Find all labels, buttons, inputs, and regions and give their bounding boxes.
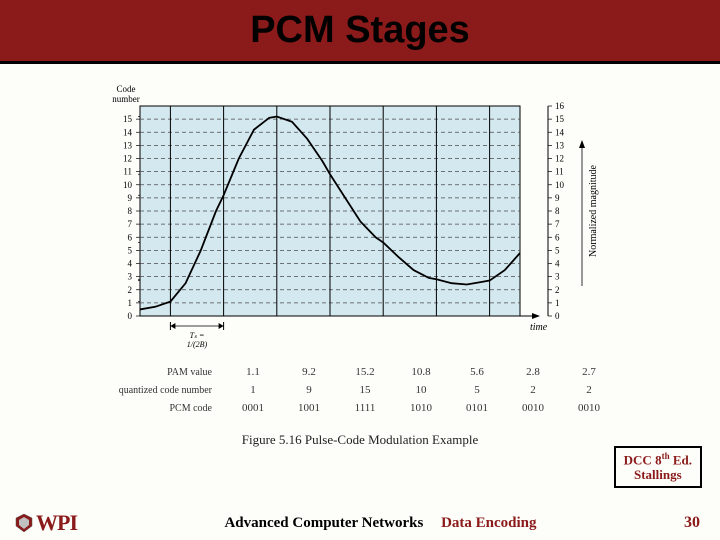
svg-text:11: 11: [123, 167, 132, 177]
svg-text:7: 7: [555, 219, 560, 229]
svg-text:2: 2: [128, 285, 133, 295]
svg-text:Normalized magnitude: Normalized magnitude: [588, 164, 599, 256]
svg-text:15: 15: [555, 114, 565, 124]
data-cell: 2: [506, 382, 560, 398]
svg-text:10: 10: [123, 180, 133, 190]
svg-text:6: 6: [128, 232, 133, 242]
svg-text:3: 3: [128, 272, 133, 282]
svg-text:13: 13: [555, 140, 565, 150]
svg-text:6: 6: [555, 232, 560, 242]
data-cell: 15: [338, 382, 392, 398]
data-cell: 0101: [450, 400, 504, 416]
svg-text:16: 16: [555, 101, 565, 111]
data-cell: 10.8: [394, 364, 448, 380]
data-cell: 1: [226, 382, 280, 398]
row-label: quantized code number: [104, 382, 224, 398]
data-cell: 1.1: [226, 364, 280, 380]
svg-text:2: 2: [555, 285, 560, 295]
svg-text:12: 12: [555, 154, 564, 164]
svg-text:1: 1: [555, 298, 560, 308]
svg-text:12: 12: [123, 154, 132, 164]
title-bar: PCM Stages: [0, 0, 720, 64]
data-cell: 5: [450, 382, 504, 398]
svg-text:14: 14: [555, 127, 565, 137]
topic-name: Data Encoding: [441, 515, 536, 531]
data-cell: 9: [282, 382, 336, 398]
data-cell: 2: [562, 382, 616, 398]
svg-text:4: 4: [555, 259, 560, 269]
data-cell: 1001: [282, 400, 336, 416]
data-cell: 2.7: [562, 364, 616, 380]
data-cell: 15.2: [338, 364, 392, 380]
ref-line1-post: Ed.: [670, 452, 692, 467]
svg-text:1/(2B): 1/(2B): [187, 340, 208, 349]
svg-text:13: 13: [123, 140, 133, 150]
svg-text:Tₛ =: Tₛ =: [190, 331, 205, 340]
row-label: PCM code: [104, 400, 224, 416]
svg-text:3: 3: [555, 272, 560, 282]
svg-text:8: 8: [555, 206, 560, 216]
svg-text:10: 10: [555, 180, 565, 190]
svg-text:0: 0: [555, 311, 560, 321]
row-label: PAM value: [104, 364, 224, 380]
ref-line1-pre: DCC 8: [624, 452, 662, 467]
svg-text:11: 11: [555, 167, 564, 177]
data-cell: 1010: [394, 400, 448, 416]
svg-text:14: 14: [123, 127, 133, 137]
svg-text:4: 4: [128, 259, 133, 269]
svg-text:9: 9: [555, 193, 560, 203]
svg-text:1: 1: [128, 298, 133, 308]
wpi-logo: WPI: [14, 510, 77, 536]
data-cell: 2.8: [506, 364, 560, 380]
page-number: 30: [684, 514, 700, 532]
data-cell: 10: [394, 382, 448, 398]
svg-text:number: number: [112, 94, 140, 104]
data-cell: 0010: [506, 400, 560, 416]
reference-box: DCC 8th Ed. Stallings: [614, 446, 702, 488]
svg-text:9: 9: [128, 193, 133, 203]
svg-text:5: 5: [128, 245, 133, 255]
figure-caption: Figure 5.16 Pulse-Code Modulation Exampl…: [0, 432, 720, 448]
slide-title: PCM Stages: [250, 9, 470, 52]
footer-text: Advanced Computer Networks Data Encoding: [77, 515, 684, 532]
wpi-logo-icon: [14, 512, 34, 534]
svg-text:Code: Code: [117, 84, 136, 94]
logo-text: WPI: [36, 510, 77, 536]
data-cell: 0001: [226, 400, 280, 416]
data-cell: 9.2: [282, 364, 336, 380]
data-cell: 5.6: [450, 364, 504, 380]
chart-svg: 0123456789101112131415012345678910111213…: [60, 76, 660, 356]
svg-text:7: 7: [128, 219, 133, 229]
course-name: Advanced Computer Networks: [224, 515, 423, 531]
svg-text:8: 8: [128, 206, 133, 216]
svg-text:15: 15: [123, 114, 133, 124]
ref-sup: th: [662, 451, 670, 461]
svg-text:5: 5: [555, 245, 560, 255]
ref-line2: Stallings: [634, 467, 682, 482]
pcm-data-table: PAM value1.19.215.210.85.62.82.7 quantize…: [102, 362, 618, 418]
data-cell: 1111: [338, 400, 392, 416]
pcm-chart: 0123456789101112131415012345678910111213…: [60, 76, 660, 356]
data-cell: 0010: [562, 400, 616, 416]
footer: WPI Advanced Computer Networks Data Enco…: [0, 506, 720, 540]
svg-text:time: time: [530, 322, 548, 333]
svg-text:0: 0: [128, 311, 133, 321]
